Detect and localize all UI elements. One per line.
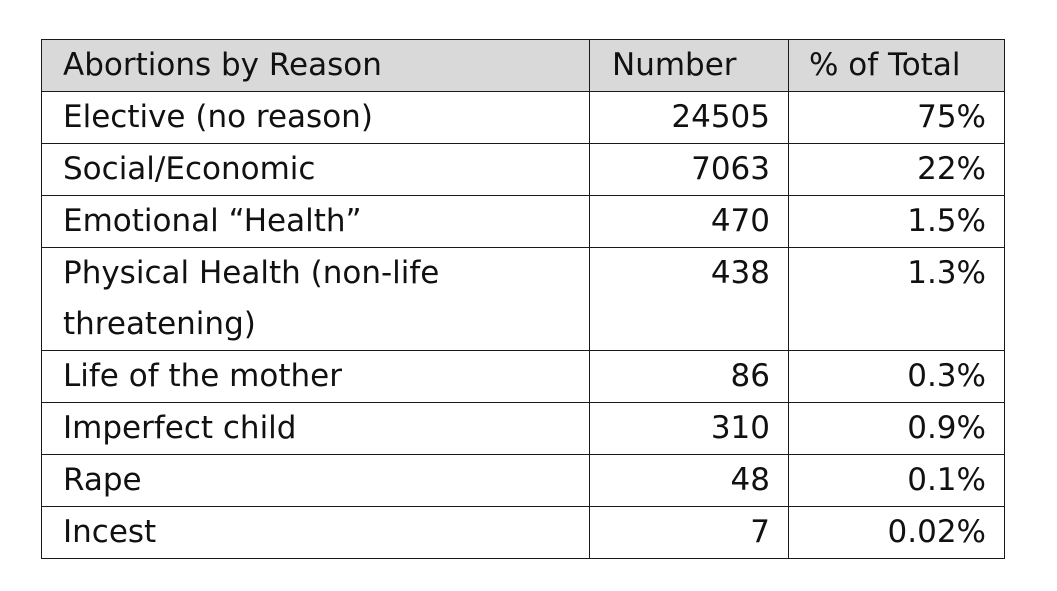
number-cell: 48 (589, 454, 789, 507)
percent-cell: 0.02% (788, 506, 1005, 559)
percent-cell: 22% (788, 143, 1005, 196)
number-cell: 438 (589, 247, 789, 351)
table-container: Abortions by Reason Number % of Total El… (41, 39, 1005, 559)
reason-cell: Incest (41, 506, 590, 559)
table-row: Elective (no reason) 24505 75% (41, 91, 1005, 144)
table-row: Incest 7 0.02% (41, 506, 1005, 559)
reason-cell: Social/Economic (41, 143, 590, 196)
table-row: Physical Health (non-life threatening) 4… (41, 247, 1005, 351)
header-number: Number (589, 39, 789, 92)
reason-cell: Emotional “Health” (41, 195, 590, 248)
table-row: Imperfect child 310 0.9% (41, 402, 1005, 455)
abortions-by-reason-table: Abortions by Reason Number % of Total El… (41, 39, 1005, 559)
reason-cell: Imperfect child (41, 402, 590, 455)
percent-cell: 0.3% (788, 350, 1005, 403)
reason-cell: Rape (41, 454, 590, 507)
reason-cell: Elective (no reason) (41, 91, 590, 144)
percent-cell: 0.1% (788, 454, 1005, 507)
table-row: Social/Economic 7063 22% (41, 143, 1005, 196)
percent-cell: 0.9% (788, 402, 1005, 455)
reason-cell: Life of the mother (41, 350, 590, 403)
percent-cell: 1.3% (788, 247, 1005, 351)
table-row: Rape 48 0.1% (41, 454, 1005, 507)
number-cell: 86 (589, 350, 789, 403)
number-cell: 470 (589, 195, 789, 248)
table-row: Emotional “Health” 470 1.5% (41, 195, 1005, 248)
table-row: Life of the mother 86 0.3% (41, 350, 1005, 403)
percent-cell: 75% (788, 91, 1005, 144)
number-cell: 310 (589, 402, 789, 455)
header-reason: Abortions by Reason (41, 39, 590, 92)
percent-cell: 1.5% (788, 195, 1005, 248)
reason-cell: Physical Health (non-life threatening) (41, 247, 590, 351)
number-cell: 7 (589, 506, 789, 559)
number-cell: 7063 (589, 143, 789, 196)
number-cell: 24505 (589, 91, 789, 144)
header-percent: % of Total (788, 39, 1005, 92)
header-row: Abortions by Reason Number % of Total (41, 39, 1005, 92)
